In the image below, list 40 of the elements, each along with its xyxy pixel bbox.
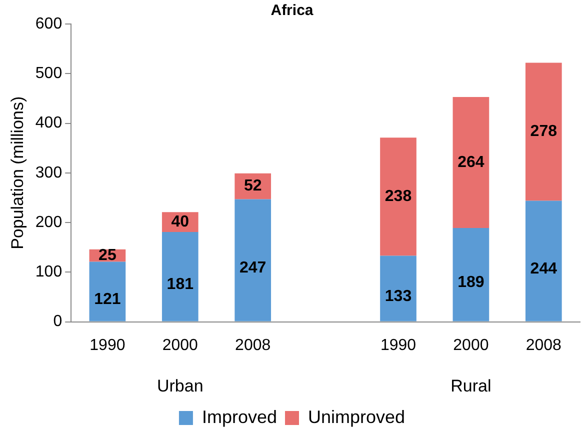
x-tick-label: 2000	[162, 336, 198, 354]
x-tick-label: 1990	[90, 336, 126, 354]
legend-label: Unimproved	[308, 406, 406, 427]
y-tick-label: 200	[35, 214, 62, 231]
x-tick-label: 2008	[235, 336, 271, 354]
x-tick-label: 2008	[526, 336, 562, 354]
text: Urban	[156, 376, 204, 396]
bar	[452, 228, 490, 322]
bar	[525, 200, 562, 322]
x-tick-label: 2000	[453, 336, 489, 354]
chart-title: Africa	[270, 2, 314, 20]
y-tick-label: 500	[35, 65, 62, 82]
data-label: 244	[530, 260, 558, 278]
x-tick-label: 1990	[380, 336, 416, 354]
data-label: 247	[239, 260, 266, 277]
data-label: 52	[244, 178, 262, 195]
legend-label: Improved	[202, 406, 278, 427]
data-label: 181	[166, 276, 194, 294]
bar	[89, 262, 126, 322]
y-axis-title: Population (millions)	[8, 96, 27, 250]
y-tick-label: 300	[35, 164, 62, 182]
bar	[380, 256, 416, 322]
data-label: 264	[458, 154, 484, 171]
data-label: 40	[171, 213, 190, 230]
y-tick-label: 400	[35, 114, 62, 132]
data-label: 189	[458, 274, 484, 292]
bar	[380, 138, 416, 256]
data-label: 25	[98, 246, 116, 264]
data-label: 121	[94, 290, 121, 308]
text: Rural	[450, 376, 492, 396]
data-label: 133	[384, 288, 412, 305]
data-label: 278	[530, 123, 558, 140]
y-tick-label: 600	[35, 15, 62, 32]
data-label: 238	[384, 188, 412, 206]
bar	[525, 62, 562, 201]
y-tick-label: 100	[35, 264, 62, 281]
bar	[452, 96, 490, 228]
y-tick-label: 0	[53, 313, 62, 330]
bar	[234, 199, 272, 322]
bar	[162, 232, 198, 322]
